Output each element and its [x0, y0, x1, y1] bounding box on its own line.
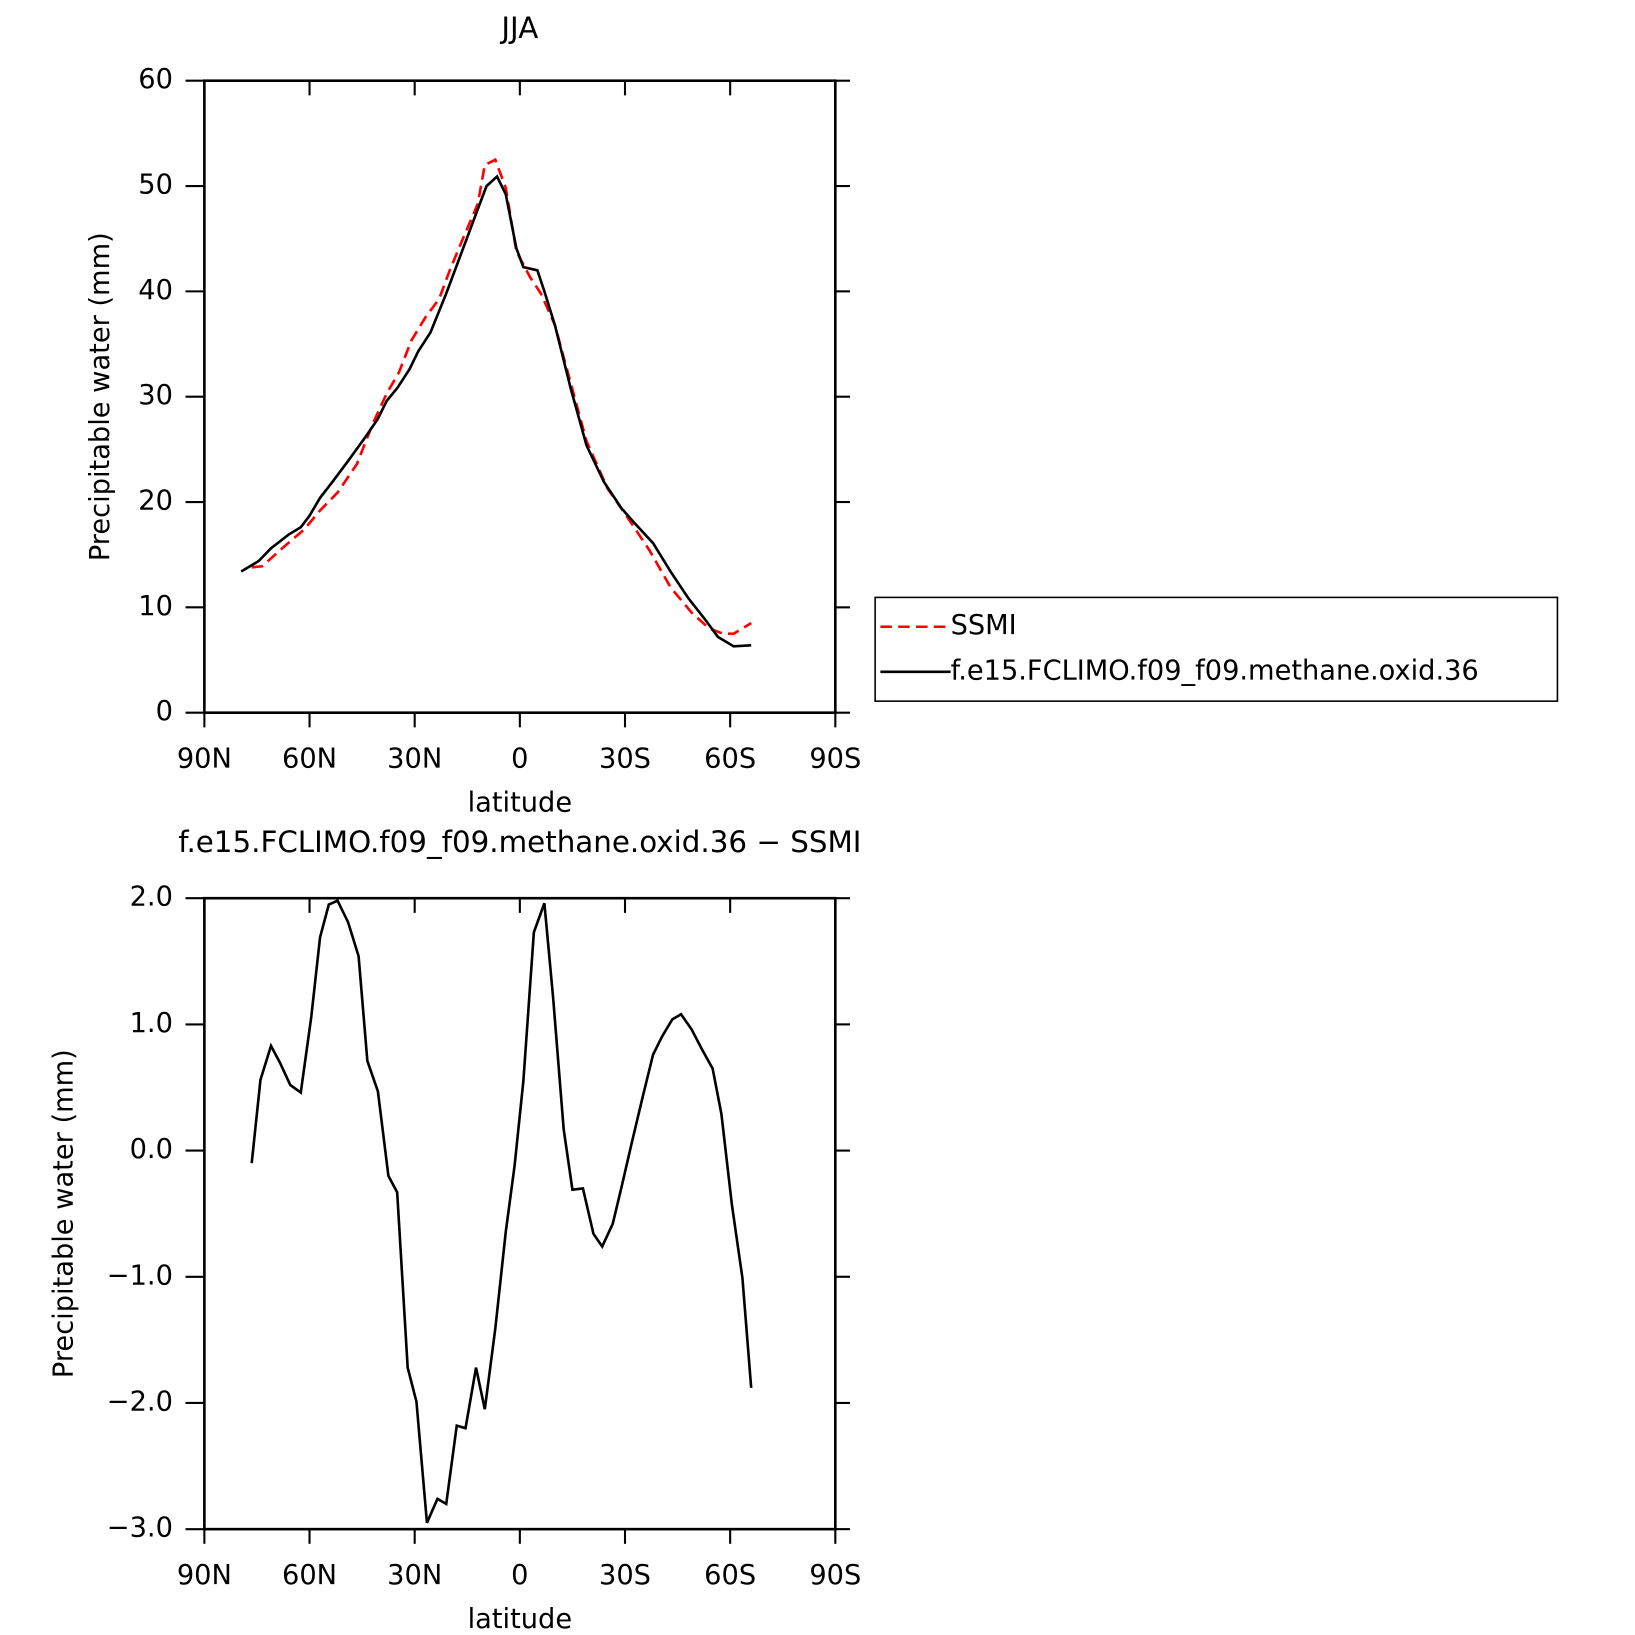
- x-tick-label: 90N: [177, 1560, 232, 1591]
- y-tick-label: −2.0: [107, 1386, 173, 1417]
- legend-box: [874, 596, 1559, 702]
- x-tick-label: 30S: [599, 743, 651, 774]
- data-line: [250, 899, 753, 1524]
- plot-frame: [203, 896, 837, 1531]
- data-line: [251, 157, 752, 636]
- chart-title: JJA: [499, 11, 538, 45]
- y-tick-label: −3.0: [107, 1513, 173, 1544]
- x-tick-label: 0: [511, 743, 528, 774]
- plot-frame: [203, 79, 837, 715]
- x-axis-label: latitude: [468, 787, 572, 818]
- y-tick-label: 40: [138, 275, 173, 306]
- y-axis-label: Precipitable water (mm): [48, 1049, 79, 1378]
- chart-title: f.e15.FCLIMO.f09_f09.methane.oxid.36 − S…: [178, 825, 861, 859]
- x-tick-label: 60N: [282, 743, 337, 774]
- x-tick-label: 90N: [177, 743, 232, 774]
- x-tick-label: 30S: [599, 1560, 651, 1591]
- y-tick-label: −1.0: [107, 1260, 173, 1291]
- y-tick-label: 0: [156, 696, 173, 727]
- x-tick-label: 60S: [704, 1560, 756, 1591]
- y-tick-label: 0.0: [130, 1134, 173, 1165]
- x-tick-label: 30N: [387, 743, 442, 774]
- x-tick-label: 60N: [282, 1560, 337, 1591]
- y-tick-label: 60: [138, 64, 173, 95]
- y-tick-label: 2.0: [130, 882, 173, 913]
- x-axis-label: latitude: [468, 1604, 572, 1635]
- data-line: [240, 174, 752, 648]
- legend-label: f.e15.FCLIMO.f09_f09.methane.oxid.36: [951, 655, 1479, 686]
- y-tick-label: 20: [138, 486, 173, 517]
- legend-label: SSMI: [951, 610, 1017, 641]
- x-tick-label: 30N: [387, 1560, 442, 1591]
- x-tick-label: 90S: [809, 1560, 861, 1591]
- x-tick-label: 60S: [704, 743, 756, 774]
- y-tick-label: 10: [138, 591, 173, 622]
- y-tick-label: 1.0: [130, 1008, 173, 1039]
- x-tick-label: 0: [511, 1560, 528, 1591]
- y-axis-label: Precipitable water (mm): [85, 232, 116, 561]
- x-tick-label: 90S: [809, 743, 861, 774]
- y-tick-label: 30: [138, 380, 173, 411]
- y-tick-label: 50: [138, 170, 173, 201]
